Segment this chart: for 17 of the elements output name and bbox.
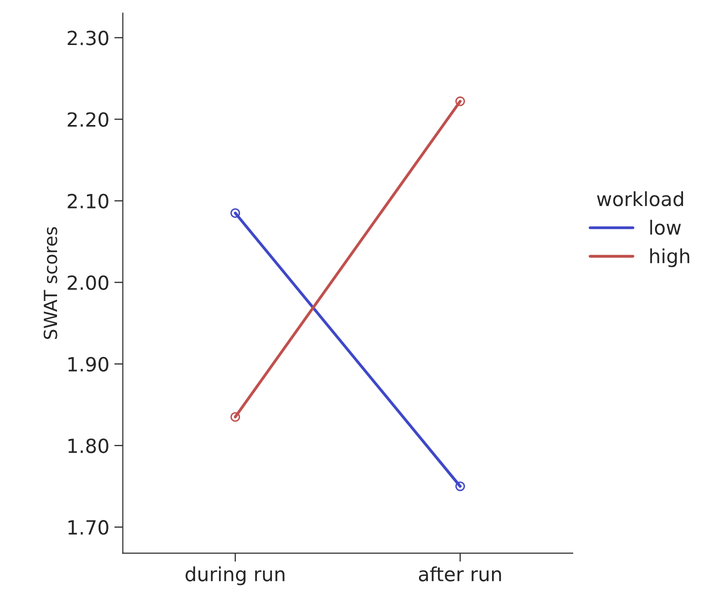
legend-title: workload (597, 191, 684, 206)
point (455, 481, 466, 492)
y-tick-label: 1.80 (68, 438, 108, 454)
point (230, 208, 240, 218)
x-tick-label: after run (418, 566, 501, 582)
point (230, 412, 240, 422)
y-tick-label: 2.20 (68, 112, 108, 127)
legend-label: low (650, 220, 681, 235)
y-tick-label: 2.30 (68, 30, 108, 46)
y-tick-label: 1.90 (68, 356, 108, 372)
x-tick-label: during run (186, 566, 284, 586)
point (455, 96, 466, 106)
y-tick-label: 2.00 (68, 275, 108, 290)
legend-label: high (650, 248, 690, 268)
y-axis-title: SWAT scores (44, 227, 58, 339)
y-tick-label: 2.10 (68, 194, 108, 208)
y-tick-label: 1.70 (68, 520, 108, 535)
